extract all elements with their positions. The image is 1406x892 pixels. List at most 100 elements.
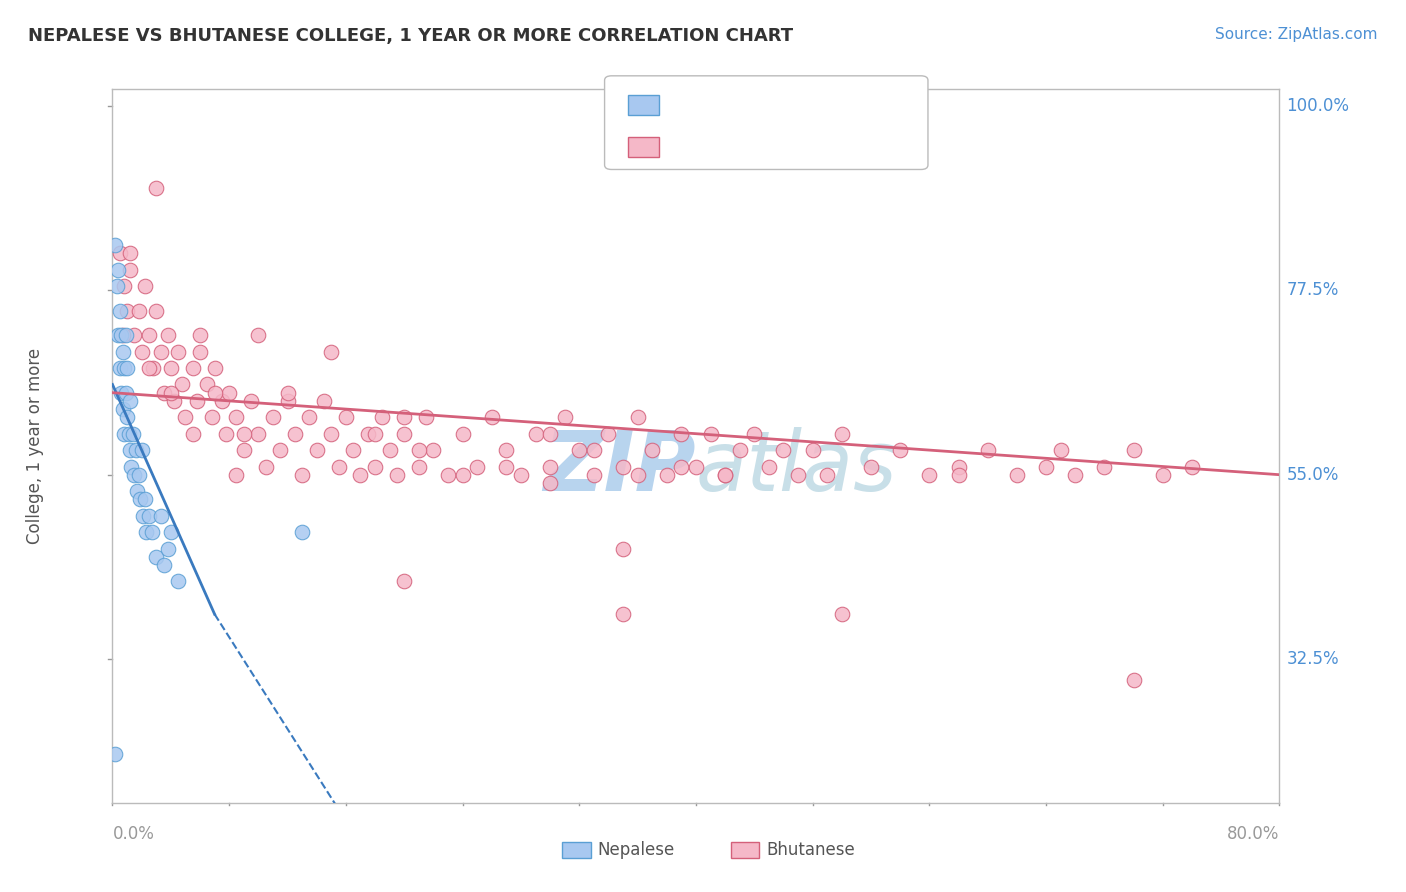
Point (408, 443, 430, 458)
Point (127, 484, 149, 499)
Point (408, 459, 430, 474)
Point (104, 238, 127, 252)
Point (110, 328, 132, 343)
Point (422, 443, 444, 458)
Point (815, 467, 838, 482)
Point (1181, 459, 1204, 474)
Point (145, 549, 167, 564)
Point (291, 525, 314, 540)
Text: ZIP: ZIP (543, 427, 696, 508)
Point (582, 443, 605, 458)
Point (451, 426, 474, 441)
Point (225, 410, 247, 425)
Point (1092, 459, 1115, 474)
Point (671, 459, 693, 474)
Point (247, 426, 270, 441)
Point (685, 459, 707, 474)
Text: atlas: atlas (696, 427, 897, 508)
Point (138, 361, 160, 376)
Point (115, 410, 138, 425)
Point (671, 426, 693, 441)
Point (112, 426, 135, 441)
Point (385, 467, 408, 482)
Point (152, 558, 174, 572)
Point (160, 385, 183, 400)
Point (1064, 467, 1087, 482)
Point (132, 508, 155, 523)
Point (188, 344, 211, 359)
Text: 55.0%: 55.0% (1286, 466, 1339, 483)
Point (568, 443, 591, 458)
Point (976, 443, 998, 458)
Point (392, 426, 416, 441)
Point (118, 246, 141, 260)
Point (342, 443, 364, 458)
Text: -0.184: -0.184 (713, 137, 772, 155)
Text: 77.5%: 77.5% (1286, 281, 1339, 299)
Point (538, 459, 561, 474)
Text: 32.5%: 32.5% (1286, 650, 1339, 668)
Text: 100.0%: 100.0% (1286, 96, 1350, 114)
Point (699, 426, 721, 441)
Point (204, 361, 226, 376)
Point (195, 377, 218, 392)
Point (112, 361, 135, 376)
Point (111, 328, 134, 343)
Point (298, 410, 321, 425)
Point (742, 426, 765, 441)
Point (714, 467, 737, 482)
Point (134, 492, 156, 507)
Point (321, 344, 343, 359)
Point (538, 475, 561, 490)
Point (312, 393, 335, 408)
Point (232, 443, 254, 458)
Point (181, 361, 204, 376)
Point (118, 443, 141, 458)
Point (392, 574, 416, 589)
Point (108, 361, 131, 376)
Point (1049, 443, 1071, 458)
Point (142, 361, 165, 376)
Point (371, 410, 394, 425)
Point (145, 303, 167, 318)
Point (1152, 467, 1174, 482)
Point (172, 377, 194, 392)
Point (124, 467, 146, 482)
Point (612, 607, 634, 622)
Text: 80.0%: 80.0% (1227, 825, 1279, 843)
Point (124, 328, 146, 343)
Point (215, 426, 238, 441)
Point (655, 467, 678, 482)
Point (128, 303, 150, 318)
Point (174, 410, 197, 425)
Point (582, 467, 605, 482)
Point (186, 393, 208, 408)
Point (598, 426, 620, 441)
Point (107, 328, 129, 343)
Point (612, 459, 634, 474)
Point (948, 459, 970, 474)
Point (495, 443, 517, 458)
Point (378, 443, 401, 458)
Point (160, 525, 183, 540)
Point (104, 747, 127, 761)
Point (218, 385, 240, 400)
Point (714, 467, 737, 482)
Point (117, 426, 139, 441)
Point (149, 344, 172, 359)
Point (134, 279, 156, 293)
Point (859, 459, 883, 474)
Point (349, 467, 371, 482)
Point (787, 467, 810, 482)
Point (364, 459, 387, 474)
Text: Source: ZipAtlas.com: Source: ZipAtlas.com (1215, 27, 1378, 42)
Point (918, 467, 941, 482)
Point (889, 443, 911, 458)
Point (167, 574, 190, 589)
Text: Bhutanese: Bhutanese (766, 841, 855, 859)
Point (247, 328, 270, 343)
Point (1122, 443, 1144, 458)
Text: -0.552: -0.552 (713, 95, 772, 113)
Point (118, 393, 141, 408)
Point (111, 344, 134, 359)
